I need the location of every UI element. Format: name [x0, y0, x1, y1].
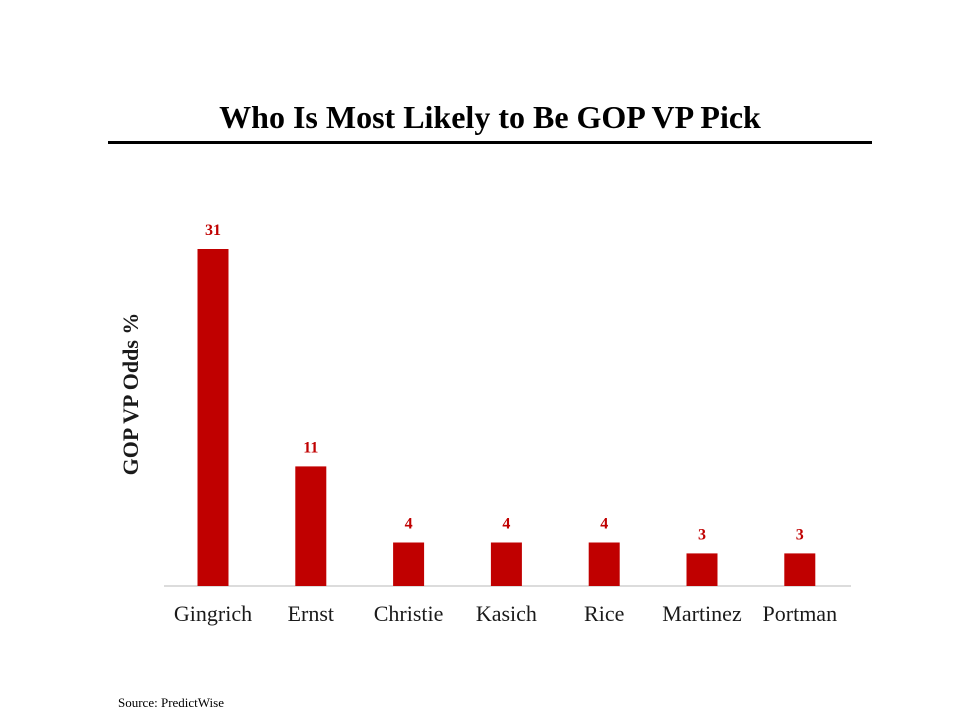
x-tick-label-martinez: Martinez — [662, 601, 742, 626]
x-tick-label-kasich: Kasich — [476, 601, 537, 626]
bar-martinez — [686, 553, 718, 586]
bar-portman — [784, 553, 816, 586]
bars-group: 31 Gingrich 11 Ernst 4 Christie 4 Kasich 4 Rice 3 M… — [174, 222, 837, 626]
value-label-kasich: 4 — [502, 516, 510, 533]
title-underline — [108, 141, 872, 144]
bar-rice — [588, 542, 620, 586]
value-label-rice: 4 — [600, 516, 608, 533]
x-tick-label-rice: Rice — [584, 601, 624, 626]
value-label-christie: 4 — [405, 516, 413, 533]
bar-kasich — [490, 542, 522, 586]
bar-gingrich — [197, 249, 229, 586]
x-tick-label-ernst: Ernst — [288, 601, 334, 626]
chart-title: Who Is Most Likely to Be GOP VP Pick — [219, 99, 761, 135]
x-tick-label-portman: Portman — [763, 601, 838, 626]
value-label-martinez: 3 — [698, 526, 706, 543]
x-tick-label-christie: Christie — [374, 601, 444, 626]
value-label-portman: 3 — [796, 526, 804, 543]
value-label-ernst: 11 — [303, 439, 318, 456]
source-note: Source: PredictWise — [118, 695, 224, 710]
value-label-gingrich: 31 — [205, 222, 221, 239]
y-axis-label: GOP VP Odds % — [118, 313, 143, 476]
bar-ernst — [295, 466, 327, 586]
bar-christie — [393, 542, 425, 586]
x-tick-label-gingrich: Gingrich — [174, 601, 252, 626]
